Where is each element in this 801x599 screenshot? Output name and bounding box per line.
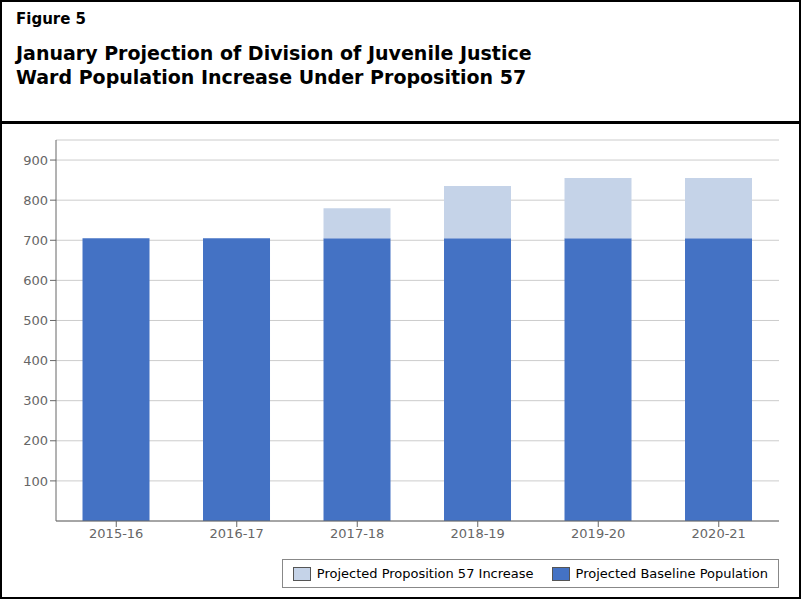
svg-text:800: 800: [23, 193, 48, 208]
html-text:Ward Population Increase Under: Ward Population Increase Under Propositi…: [16, 65, 527, 88]
svg-text:2017-18: 2017-18: [330, 526, 384, 541]
html-text:January Projection of Division: January Projection of Division of Juveni…: [16, 42, 532, 64]
svg-text:400: 400: [23, 353, 48, 368]
svg-text:2018-19: 2018-19: [451, 526, 505, 541]
svg-text:2016-17: 2016-17: [210, 526, 264, 541]
svg-text:2015-16: 2015-16: [89, 526, 143, 541]
svg-text:700: 700: [23, 233, 48, 248]
svg-text:600: 600: [23, 273, 48, 288]
html-text:Projected Proposition 57 Incre: Projected Proposition 57 Increase: [316, 566, 534, 581]
html-text:Projected Baseline Population: Projected Baseline Population: [575, 566, 768, 581]
svg-text:900: 900: [23, 153, 48, 168]
svg-text:2019-20: 2019-20: [571, 526, 625, 541]
html-text:Figure 5: Figure 5: [16, 10, 86, 28]
svg-text:300: 300: [23, 393, 48, 408]
svg-text:2020-21: 2020-21: [692, 526, 746, 541]
svg-text:200: 200: [23, 433, 48, 448]
svg-text:500: 500: [23, 313, 48, 328]
svg-text:100: 100: [23, 474, 48, 489]
